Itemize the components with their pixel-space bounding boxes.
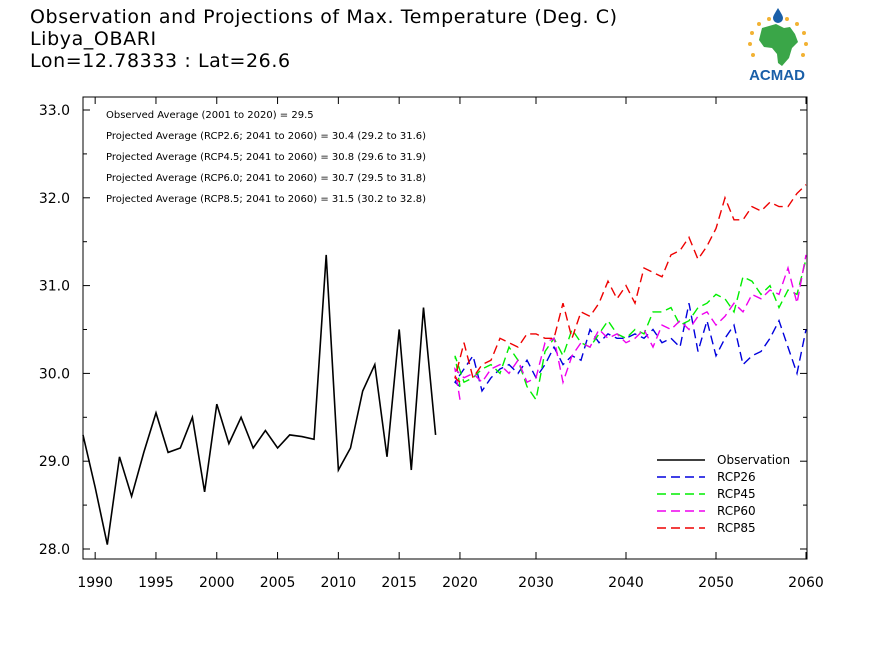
series-line-observation — [82, 254, 437, 545]
acmad-logo: ACMAD — [748, 8, 808, 84]
x-tick-label: 2015 — [381, 575, 417, 591]
series-line-rcp45 — [454, 259, 807, 402]
x-tick-label: 1990 — [77, 575, 113, 591]
x-tick-label: 2020 — [442, 575, 478, 591]
legend-label-rcp60: RCP60 — [717, 504, 756, 518]
annotation-text: Projected Average (RCP4.5; 2041 to 2060)… — [106, 152, 426, 163]
x-tick-label: 2030 — [518, 575, 554, 591]
x-tick-label: 2000 — [199, 575, 235, 591]
x-tick-label: 2060 — [788, 575, 824, 591]
y-tick-label: 30.0 — [39, 366, 70, 382]
x-tick-label: 2040 — [608, 575, 644, 591]
legend-label-rcp26: RCP26 — [717, 470, 756, 484]
annotation-text: Observed Average (2001 to 2020) = 29.5 — [106, 110, 314, 121]
y-tick-label: 29.0 — [39, 454, 70, 470]
y-tick-label: 31.0 — [39, 279, 70, 295]
station-name: Libya_OBARI — [30, 28, 157, 50]
series-lines — [82, 184, 807, 545]
annotation-text: Projected Average (RCP8.5; 2041 to 2060)… — [106, 194, 426, 205]
y-axis: 28.0 29.0 30.0 31.0 32.0 33.0 — [39, 103, 807, 558]
annotation-text: Projected Average (RCP2.6; 2041 to 2060)… — [106, 131, 426, 142]
x-tick-label: 1995 — [138, 575, 174, 591]
x-axis: 1990 1995 2000 2005 2010 2015 2020 2030 2040 2050… — [77, 97, 824, 591]
y-tick-label: 32.0 — [39, 191, 70, 207]
africa-map-icon — [759, 24, 798, 66]
x-tick-label: 2010 — [321, 575, 357, 591]
annotation-text: Projected Average (RCP6.0; 2041 to 2060)… — [106, 173, 426, 184]
series-line-rcp26 — [454, 303, 807, 393]
y-tick-label: 28.0 — [39, 542, 70, 558]
legend-label-rcp85: RCP85 — [717, 521, 756, 535]
series-line-rcp85 — [454, 184, 807, 383]
plot-frame — [82, 96, 808, 560]
legend: Observation RCP26 RCP45 RCP60 RCP85 — [657, 453, 790, 535]
chart-title-block: Observation and Projections of Max. Temp… — [30, 6, 618, 72]
annotation-block: Observed Average (2001 to 2020) = 29.5 Pr… — [106, 110, 426, 205]
star-ring-icon — [748, 17, 808, 57]
legend-label-rcp45: RCP45 — [717, 487, 756, 501]
x-tick-label: 2050 — [698, 575, 734, 591]
chart-title: Observation and Projections of Max. Temp… — [30, 6, 618, 28]
water-drop-icon — [773, 8, 783, 23]
x-tick-label: 2005 — [260, 575, 296, 591]
y-tick-label: 33.0 — [39, 103, 70, 119]
logo-text: ACMAD — [749, 67, 805, 84]
station-coordinates: Lon=12.78333 : Lat=26.6 — [30, 50, 291, 72]
legend-label-observation: Observation — [717, 453, 790, 467]
series-line-rcp60 — [453, 254, 807, 400]
